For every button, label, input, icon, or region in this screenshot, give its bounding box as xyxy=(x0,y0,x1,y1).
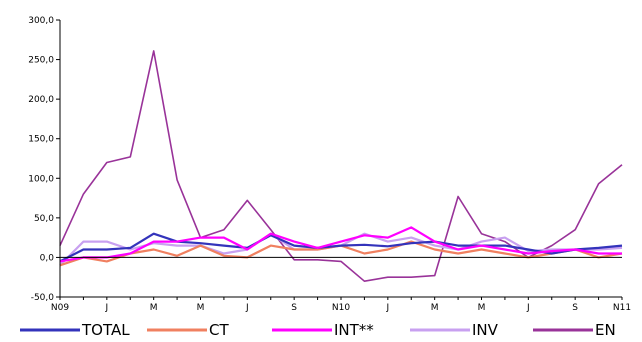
legend-label: TOTAL xyxy=(81,321,130,339)
x-tick-label: S xyxy=(572,303,578,313)
x-tick-label: J xyxy=(105,303,109,313)
series-line-int xyxy=(59,226,622,263)
x-tick-label: J xyxy=(526,303,530,313)
legend-label: INT** xyxy=(334,321,374,339)
legend-label: CT xyxy=(209,321,229,339)
y-tick-label: 150,0 xyxy=(28,135,54,145)
legend-label: INV xyxy=(472,321,499,339)
x-axis-ticks: N09 J M M J S N10 J M M J S N11 xyxy=(51,297,631,313)
x-tick-label: N10 xyxy=(332,303,350,313)
x-tick-label: J xyxy=(245,303,249,313)
legend-label: EN xyxy=(595,321,616,339)
x-tick-label: N11 xyxy=(613,303,631,313)
y-tick-label: 200,0 xyxy=(28,95,54,105)
x-tick-label: M xyxy=(431,303,439,313)
y-tick-label: -50,0 xyxy=(31,293,55,303)
y-tick-label: 0,0 xyxy=(40,253,55,263)
series-lines xyxy=(59,50,623,283)
series-line-total xyxy=(59,232,623,263)
y-axis-ticks: -50,0 0,0 50,0 100,0 150,0 200,0 250,0 300,0 xyxy=(28,16,60,303)
legend: TOTAL CT INT** INV EN xyxy=(20,321,616,339)
y-tick-label: 300,0 xyxy=(28,16,54,26)
x-tick-label: S xyxy=(291,303,297,313)
y-tick-label: 100,0 xyxy=(28,174,54,184)
x-tick-label: M xyxy=(150,303,158,313)
y-tick-label: 250,0 xyxy=(28,56,54,66)
x-tick-label: M xyxy=(197,303,205,313)
y-tick-label: 50,0 xyxy=(34,214,54,224)
x-tick-label: M xyxy=(478,303,486,313)
x-tick-label: N09 xyxy=(51,303,69,313)
x-tick-label: J xyxy=(386,303,390,313)
